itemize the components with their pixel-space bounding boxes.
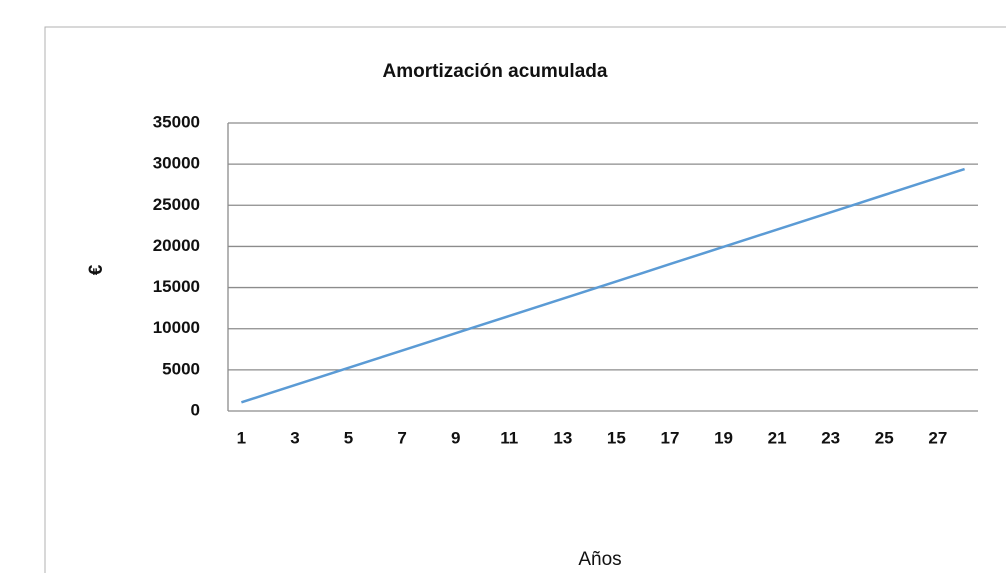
x-tick-label: 13	[553, 428, 572, 447]
y-tick-label: 30000	[153, 154, 200, 173]
y-tick-label: 15000	[153, 277, 200, 296]
y-tick-label: 20000	[153, 236, 200, 255]
x-tick-label: 19	[714, 428, 733, 447]
x-tick-label: 25	[875, 428, 894, 447]
x-tick-label: 23	[821, 428, 840, 447]
x-tick-label: 9	[451, 428, 460, 447]
x-tick-label: 1	[237, 428, 246, 447]
x-tick-label: 27	[928, 428, 947, 447]
data-line	[241, 167, 965, 404]
x-tick-label: 11	[500, 428, 518, 447]
x-tick-label: 3	[290, 428, 299, 447]
chart-title: Amortización acumulada	[383, 61, 608, 82]
x-axis-label: Años	[578, 549, 621, 570]
y-tick-label: 5000	[162, 359, 200, 378]
x-tick-label: 17	[661, 428, 680, 447]
y-tick-label: 10000	[153, 318, 200, 337]
x-tick-label: 21	[768, 428, 787, 447]
x-tick-label: 7	[397, 428, 406, 447]
x-tick-label: 5	[344, 428, 353, 447]
y-axis-label: €	[86, 264, 107, 275]
y-tick-label: 35000	[153, 112, 200, 131]
x-tick-label: 15	[607, 428, 626, 447]
chart-frame	[44, 26, 1006, 573]
y-tick-label: 25000	[153, 195, 200, 214]
y-tick-label: 0	[191, 400, 200, 419]
